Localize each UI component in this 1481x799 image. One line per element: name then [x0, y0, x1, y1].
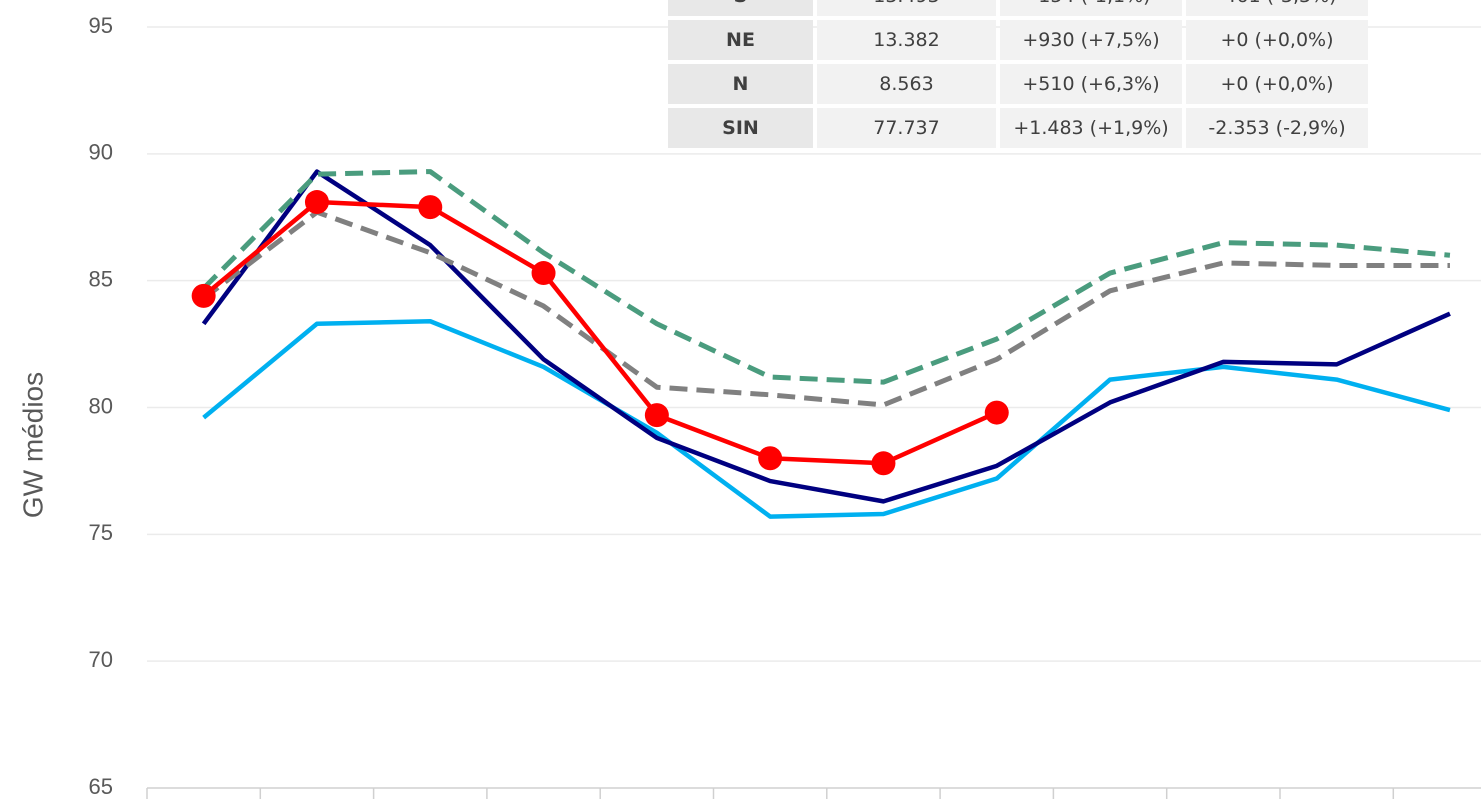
y-axis-label: GW médios — [17, 372, 48, 518]
y-tick-label: 65 — [89, 774, 113, 799]
series-line — [201, 169, 1451, 504]
series-marker — [984, 400, 1009, 425]
table-row: N 8.563 +510 (+6,3%) +0 (+0,0%) — [668, 64, 1372, 104]
table-row: SIN 77.737 +1.483 (+1,9%) -2.353 (-2,9%) — [668, 108, 1372, 148]
table-cell: S — [668, 0, 813, 16]
series-line — [202, 319, 1451, 519]
table-cell: SIN — [668, 108, 813, 148]
y-tick-label: 90 — [89, 140, 113, 165]
table-row: S13.493-154 (-1,1%)-461 (-3,3%) — [668, 0, 1372, 16]
series-marker — [531, 261, 556, 286]
series-marker — [644, 403, 669, 428]
table-cell: +1.483 (+1,9%) — [1000, 108, 1182, 148]
table-cell: 8.563 — [817, 64, 996, 104]
table-cell: +0 (+0,0%) — [1186, 20, 1368, 60]
table-cell: 13.493 — [817, 0, 996, 16]
table: S13.493-154 (-1,1%)-461 (-3,3%)NE13.382+… — [668, 0, 1372, 152]
y-tick-label: 75 — [89, 520, 113, 545]
series-line — [202, 209, 1450, 408]
table-cell: +930 (+7,5%) — [1000, 20, 1182, 60]
table-cell: N — [668, 64, 813, 104]
series-marker — [871, 451, 896, 476]
table-cell: -461 (-3,3%) — [1186, 0, 1368, 16]
series-marker — [304, 190, 329, 215]
series-marker — [191, 283, 216, 308]
y-tick-label: 95 — [89, 13, 113, 38]
table-cell: NE — [668, 20, 813, 60]
table-cell: 13.382 — [817, 20, 996, 60]
series-line — [201, 169, 1451, 385]
table-cell: -154 (-1,1%) — [1000, 0, 1182, 16]
table-cell: +510 (+6,3%) — [1000, 64, 1182, 104]
series-marker — [418, 195, 443, 220]
table-cell: +0 (+0,0%) — [1186, 64, 1368, 104]
y-tick-label: 80 — [89, 393, 113, 418]
table-cell: 77.737 — [817, 108, 996, 148]
y-tick-label: 70 — [89, 647, 113, 672]
series-marker — [758, 446, 783, 471]
table-row: NE 13.382 +930 (+7,5%) +0 (+0,0%) — [668, 20, 1372, 60]
series-line — [202, 199, 998, 466]
table-cell: -2.353 (-2,9%) — [1186, 108, 1368, 148]
y-tick-label: 85 — [89, 266, 113, 291]
